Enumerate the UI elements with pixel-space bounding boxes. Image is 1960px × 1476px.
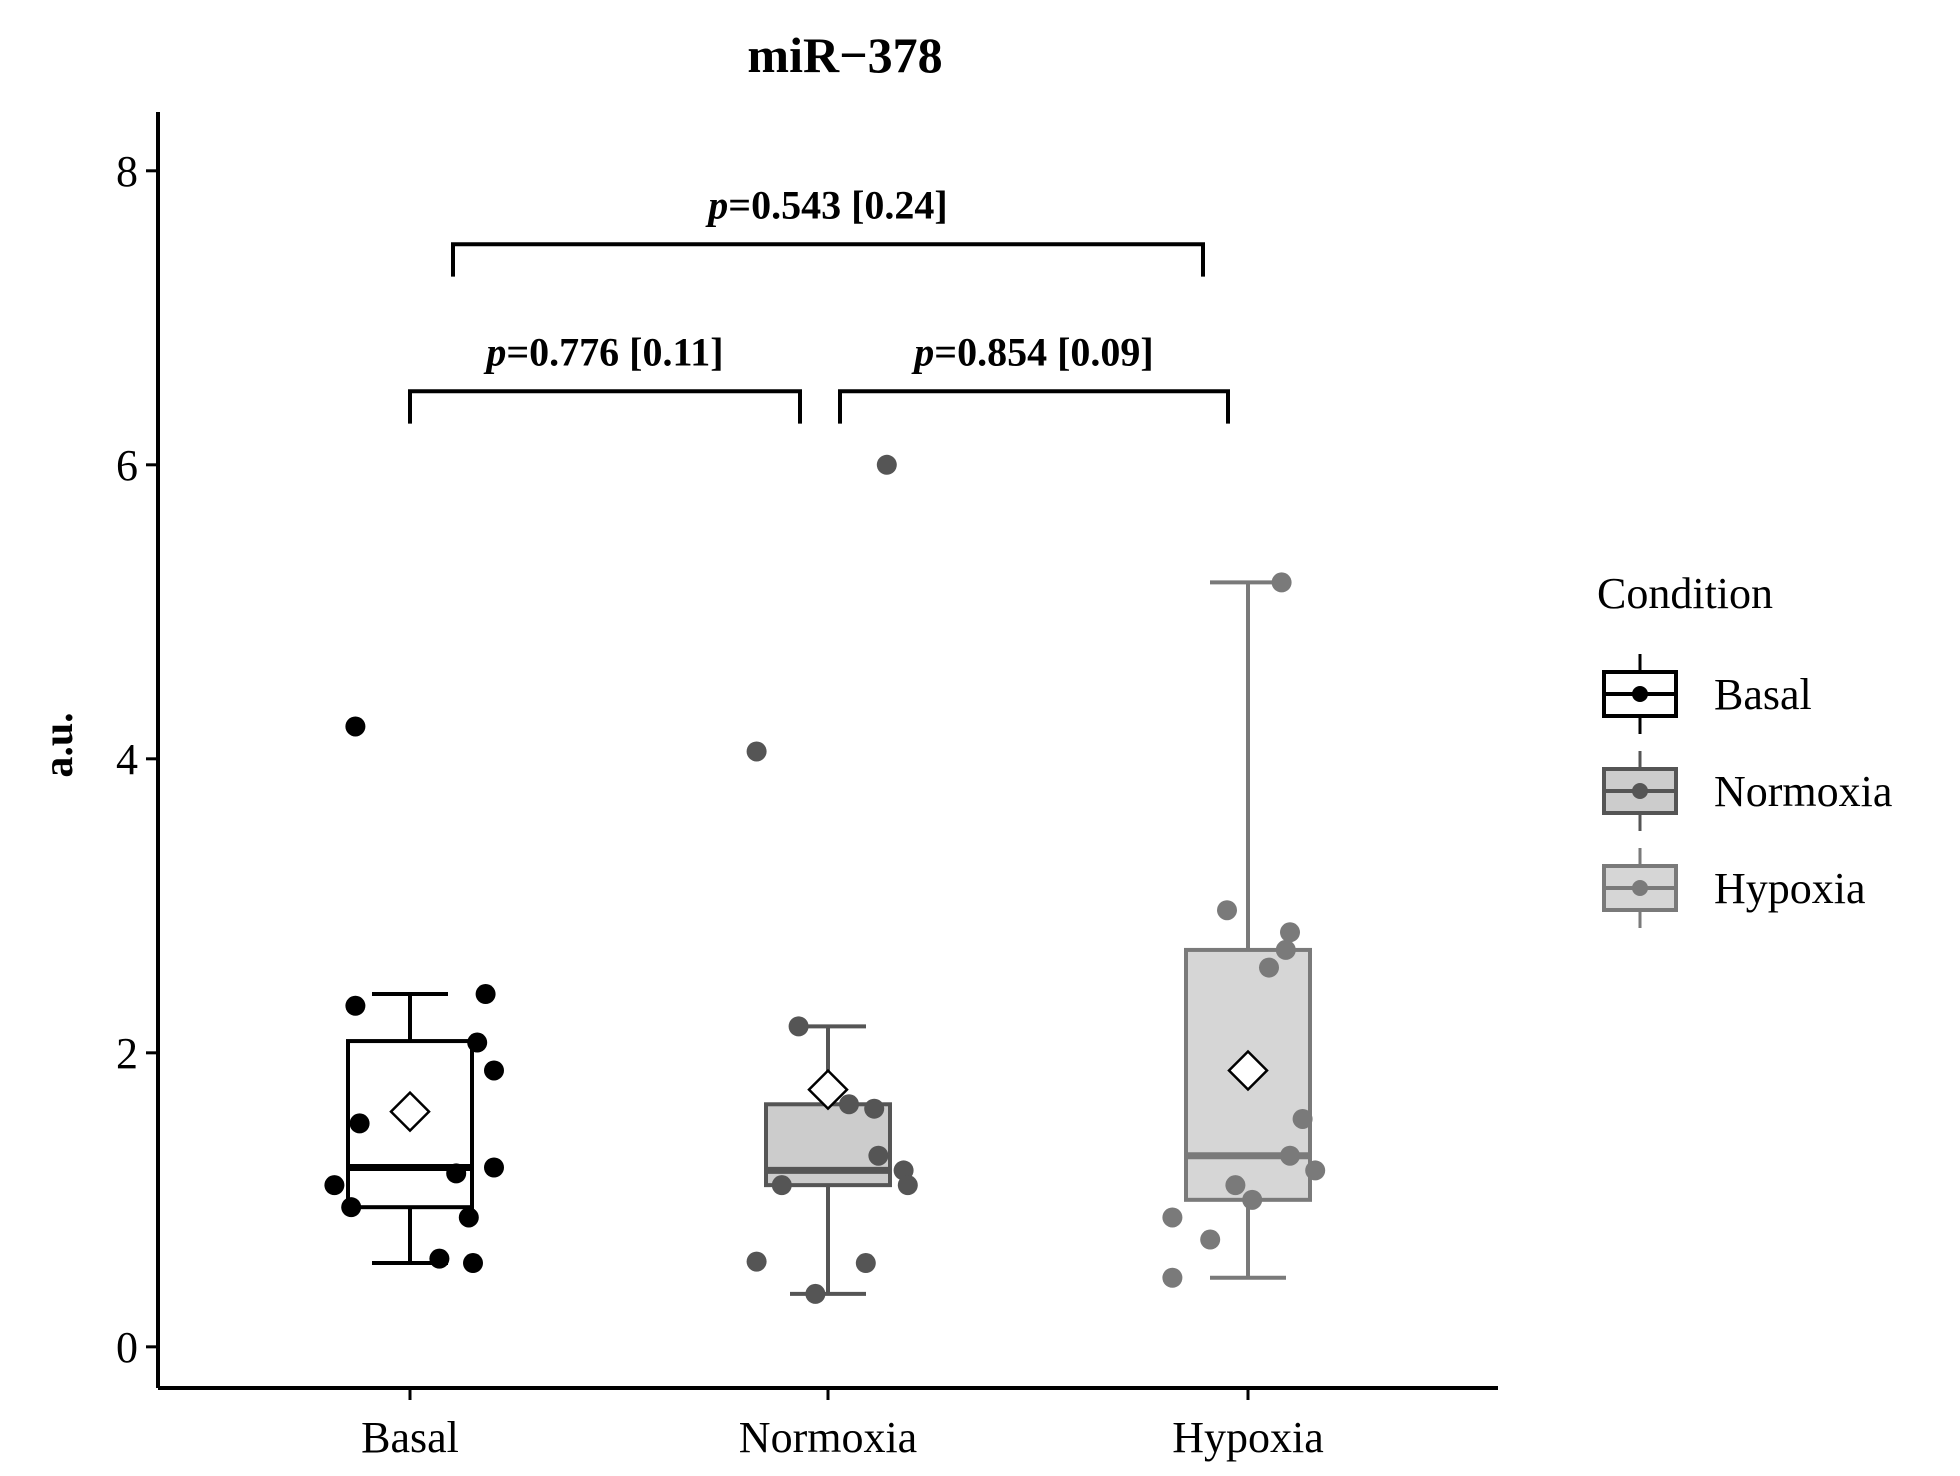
x-tick-label: Normoxia [739, 1413, 917, 1462]
x-tick-label: Hypoxia [1172, 1413, 1324, 1462]
legend-label: Basal [1714, 670, 1812, 719]
data-point [876, 454, 897, 475]
data-point [463, 1253, 483, 1274]
data-point [1292, 1108, 1313, 1129]
comparison-annotations: p=0.776 [0.11] p=0.854 [0.09]p=0.543 [0.2… [408, 182, 1230, 424]
legend-key-point [1632, 686, 1648, 702]
data-point [484, 1060, 504, 1081]
mean-diamond [389, 1090, 431, 1133]
p-value-text: =0.854 [0.09] [934, 329, 1153, 374]
p-symbol: p [911, 329, 934, 374]
data-point [341, 1197, 362, 1218]
data-point [1280, 922, 1300, 943]
p-value-label: p=0.776 [0.11] [483, 329, 723, 374]
legend-entry-normoxia: Normoxia [1602, 751, 1892, 831]
data-point [429, 1248, 450, 1269]
data-point [788, 1016, 809, 1037]
y-tick-label: 4 [116, 735, 138, 784]
data-point [1162, 1267, 1183, 1288]
comparison-1: p=0.854 [0.09] [838, 329, 1230, 424]
data-point [446, 1163, 467, 1184]
data-point [746, 741, 767, 762]
legend-label: Hypoxia [1714, 864, 1866, 913]
box-group-normoxia [746, 454, 918, 1304]
data-point [864, 1098, 885, 1119]
comparison-0: p=0.776 [0.11] [408, 329, 802, 424]
legend-key-point [1632, 783, 1648, 799]
comparison-bracket [408, 389, 802, 424]
data-point [484, 1157, 504, 1178]
legend-title: Condition [1597, 569, 1773, 618]
box-group-basal [324, 716, 504, 1274]
p-symbol: p [483, 329, 506, 374]
mean-diamond [1227, 1049, 1269, 1092]
data-point [839, 1094, 859, 1115]
data-point [1280, 1145, 1300, 1166]
data-point [349, 1113, 370, 1134]
data-point [1275, 939, 1296, 960]
p-value-text: =0.776 [0.11] [506, 329, 723, 374]
p-value-text: =0.543 [0.24] [728, 182, 947, 227]
y-tick-label: 8 [116, 147, 138, 196]
legend: Condition Basal Normoxia Hypoxia [1597, 569, 1892, 928]
data-point [1200, 1229, 1221, 1250]
legend-label: Normoxia [1714, 767, 1892, 816]
y-tick-label: 6 [116, 441, 138, 490]
data-point [1242, 1189, 1263, 1210]
data-point [868, 1145, 889, 1166]
legend-entry-hypoxia: Hypoxia [1602, 848, 1866, 928]
y-tick-label: 0 [116, 1323, 138, 1372]
plot-area [324, 454, 1326, 1304]
data-point [1259, 957, 1279, 978]
x-tick-label: Basal [361, 1413, 459, 1462]
data-point [475, 984, 496, 1005]
data-point [458, 1207, 479, 1228]
comparison-2: p=0.543 [0.24] [451, 182, 1205, 277]
legend-key-point [1632, 880, 1648, 896]
data-point [1217, 900, 1237, 921]
data-point [1225, 1175, 1246, 1196]
data-point [897, 1175, 918, 1196]
p-symbol: p [705, 182, 728, 227]
data-point [771, 1175, 792, 1196]
legend-entry-basal: Basal [1602, 654, 1812, 734]
data-point [345, 995, 366, 1016]
y-tick-label: 2 [116, 1029, 138, 1078]
data-point [746, 1251, 767, 1272]
y-axis-label: a.u. [36, 712, 82, 777]
data-point [1162, 1207, 1183, 1228]
axes: 0 2 4 6 8 Basal Normoxia Hypoxia [116, 112, 1498, 1462]
data-point [467, 1032, 488, 1053]
data-point [855, 1253, 876, 1274]
box-group-hypoxia [1162, 572, 1326, 1288]
data-point [345, 716, 366, 737]
p-value-label: p=0.854 [0.09] [911, 329, 1153, 374]
data-point [1305, 1160, 1326, 1181]
comparison-bracket [451, 242, 1205, 277]
p-value-label: p=0.543 [0.24] [705, 182, 947, 227]
mean-diamond [807, 1068, 849, 1111]
data-point [805, 1283, 826, 1304]
comparison-bracket [838, 389, 1230, 424]
data-point [324, 1175, 345, 1196]
data-point [1271, 572, 1292, 593]
chart-title: miR−378 [747, 27, 942, 83]
